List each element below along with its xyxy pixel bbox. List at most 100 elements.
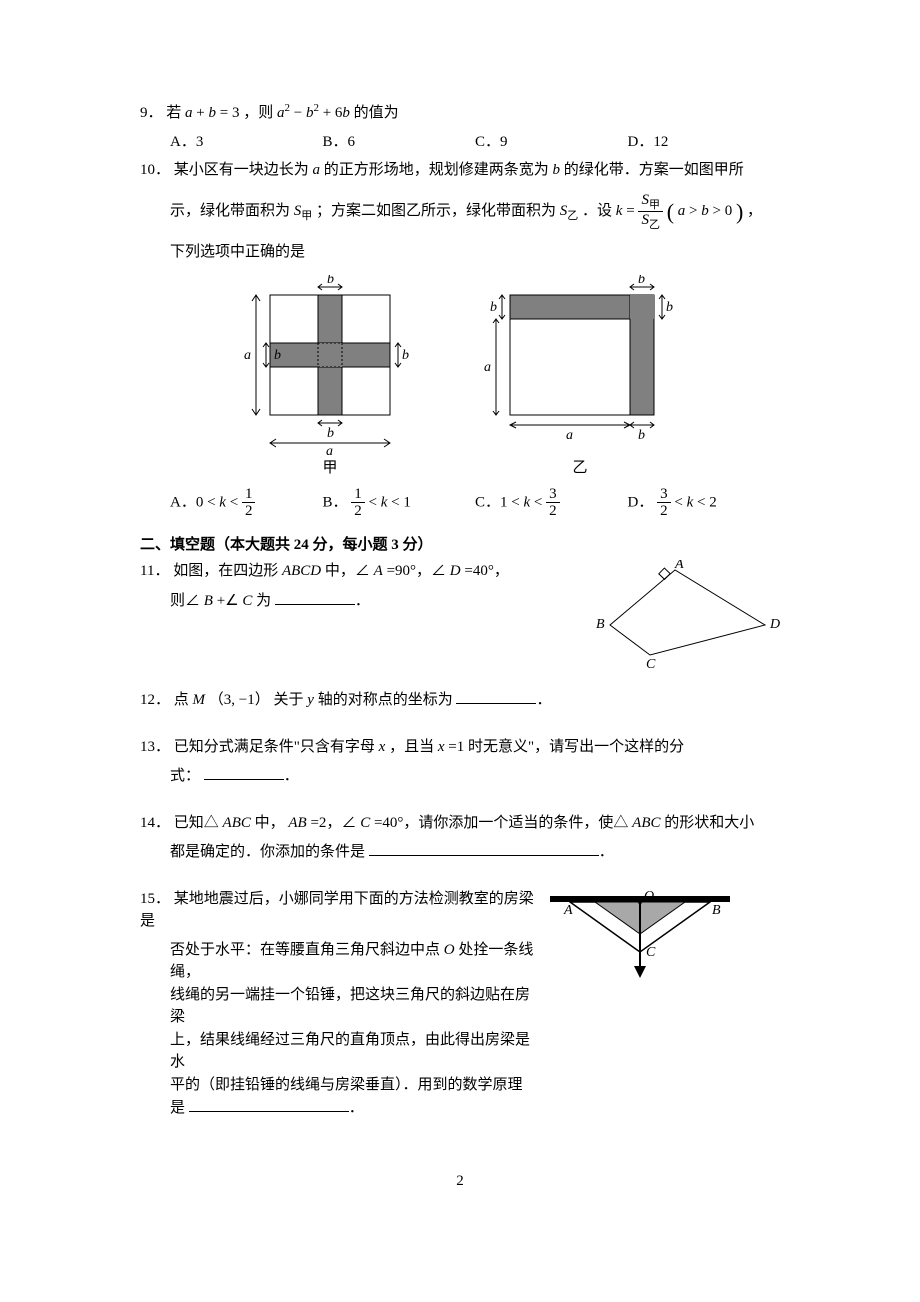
q14-l1a: 已知△ bbox=[174, 815, 219, 831]
q12-M: M bbox=[193, 692, 206, 708]
q10B-post: < 1 bbox=[391, 494, 411, 510]
q15-l4: 上，结果线绳经过三角尺的直角顶点，由此得出房梁是水 bbox=[170, 1029, 540, 1074]
q11-C: C bbox=[242, 593, 252, 609]
q14-num: 14． bbox=[140, 815, 170, 831]
fig-yi-a-bot: a bbox=[566, 428, 573, 443]
q10A-k: k bbox=[219, 494, 226, 510]
q11-l2a: 则∠ bbox=[170, 593, 200, 609]
q12-c: 轴的对称点的坐标为 bbox=[318, 692, 453, 708]
q14-l1e: 的形状和大小 bbox=[664, 815, 754, 831]
q10-jia: 甲 bbox=[301, 210, 312, 222]
q15: 15． 某地地震过后，小娜同学用下面的方法检测教室的房梁是 否处于水平：在等腰直… bbox=[140, 888, 780, 1120]
q10-options: A．0 < k < 12 B． 12 < k < 1 C．1 < k < 32 … bbox=[170, 486, 780, 520]
q12-a: 点 bbox=[174, 692, 193, 708]
q10-l2b: ；方案二如图乙所示，绿化带面积为 bbox=[316, 203, 560, 219]
q9-options: A．3 B．6 C．9 D．12 bbox=[170, 131, 780, 154]
q11-figB: B bbox=[596, 617, 605, 632]
fig-jia-b-right: b bbox=[402, 348, 409, 363]
fig-yi-b-bot: b bbox=[638, 428, 645, 443]
q10-fd: S bbox=[641, 212, 649, 228]
q13-blank bbox=[204, 764, 284, 780]
q11-abcd: ABCD bbox=[282, 563, 321, 579]
q9-optB: B．6 bbox=[323, 131, 476, 154]
q9: 9． 若 a + b = 3 ，则 a2 − b2 + 6b 的值为 bbox=[140, 100, 780, 125]
fig-yi-a-left: a bbox=[484, 360, 491, 375]
q10-fig-jia: a b b b b bbox=[240, 275, 420, 480]
q15-num: 15． bbox=[140, 891, 170, 907]
q10-line2: 示，绿化带面积为 S甲 ；方案二如图乙所示，绿化带面积为 S乙 ．设 k = S… bbox=[170, 192, 780, 231]
q15-figB: B bbox=[712, 903, 721, 918]
q13-line2: 式： ． bbox=[170, 764, 780, 788]
section2-title: 二、填空题（本大题共 24 分，每小题 3 分） bbox=[140, 534, 780, 557]
q10D-mid: < bbox=[674, 494, 686, 510]
q10-l1a: 某小区有一块边长为 bbox=[174, 162, 313, 178]
q14-ABC2: ABC bbox=[632, 815, 660, 831]
q10-lparen: ( bbox=[667, 199, 674, 224]
q10-k: k bbox=[616, 203, 623, 219]
q13-l1c: =1 时无意义"，请写出一个这样的分 bbox=[448, 739, 684, 755]
q14-l1d: =40°，请你添加一个适当的条件，使△ bbox=[374, 815, 628, 831]
q9-b: b bbox=[209, 105, 217, 121]
q10C-lt: < bbox=[534, 494, 546, 510]
q15-l6: 是 bbox=[170, 1100, 185, 1116]
q10: 10． 某小区有一块边长为 a 的正方形场地，规划修建两条宽为 b 的绿化带．方… bbox=[140, 159, 780, 182]
q10C-k: k bbox=[523, 494, 530, 510]
q9-optA: A．3 bbox=[170, 131, 323, 154]
q10-optB: B． 12 < k < 1 bbox=[323, 486, 476, 520]
q10C-fd: 2 bbox=[546, 503, 560, 520]
q14-l2: 都是确定的．你添加的条件是 bbox=[170, 844, 365, 860]
fig-yi-b-right: b bbox=[666, 300, 673, 315]
q10B-fn: 1 bbox=[351, 486, 365, 504]
q10-svg-jia: a b b b b bbox=[240, 275, 420, 455]
q11-A: A bbox=[374, 563, 383, 579]
q15-fig: A O B C bbox=[540, 888, 740, 988]
q10A-fd: 2 bbox=[242, 503, 256, 520]
q10-optA: A．0 < k < 12 bbox=[170, 486, 323, 520]
page-number: 2 bbox=[140, 1170, 780, 1193]
q10-rparen: ) bbox=[736, 199, 743, 224]
q11-figC: C bbox=[646, 657, 656, 670]
q15-l1: 某地地震过后，小娜同学用下面的方法检测教室的房梁是 bbox=[140, 891, 534, 930]
q9-minus: − bbox=[294, 105, 306, 121]
q11-l2b: 为 bbox=[256, 593, 271, 609]
q10-l2c: ．设 bbox=[582, 203, 616, 219]
q14-ABC: ABC bbox=[223, 815, 251, 831]
fig-jia-b-left: b bbox=[274, 348, 281, 363]
q15-figC: C bbox=[646, 945, 656, 960]
q11-l1a: 如图，在四边形 bbox=[173, 563, 282, 579]
q9-stem-post: 的值为 bbox=[354, 105, 399, 121]
q15-figO: O bbox=[644, 889, 654, 904]
q14-blank bbox=[369, 840, 599, 856]
q12-b: 关于 bbox=[274, 692, 308, 708]
q14-line2: 都是确定的．你添加的条件是 ． bbox=[170, 840, 780, 864]
q10-frac: S甲 S乙 bbox=[638, 192, 663, 231]
q12-y: y bbox=[307, 692, 314, 708]
q10-yi: 乙 bbox=[567, 210, 578, 222]
q10C-fn: 3 bbox=[546, 486, 560, 504]
q13-x2: x bbox=[438, 739, 445, 755]
q9-p6b: + 6 bbox=[323, 105, 343, 121]
q10D-pre: D． bbox=[628, 494, 654, 510]
q10-cap-jia: 甲 bbox=[240, 457, 420, 480]
q11-plus: +∠ bbox=[217, 593, 239, 609]
q9-sup1: 2 bbox=[284, 102, 290, 114]
q14-AB: AB bbox=[288, 815, 306, 831]
q10-figs: a b b b b bbox=[140, 275, 780, 480]
q11-B: B bbox=[204, 593, 213, 609]
q14-C: C bbox=[360, 815, 370, 831]
q10-line3: 下列选项中正确的是 bbox=[170, 241, 780, 264]
q11-blank bbox=[275, 589, 355, 605]
q10-comma: ， bbox=[747, 203, 762, 219]
q9-plus: + bbox=[196, 105, 208, 121]
q15-blank bbox=[189, 1096, 349, 1112]
q10-l2a: 示，绿化带面积为 bbox=[170, 203, 294, 219]
q12-num: 12． bbox=[140, 692, 170, 708]
q10D-fn: 3 bbox=[657, 486, 671, 504]
q10-l1b: 的正方形场地，规划修建两条宽为 bbox=[324, 162, 553, 178]
q10-eq: = bbox=[626, 203, 638, 219]
q10D-post: < 2 bbox=[697, 494, 717, 510]
q10A-lt: < bbox=[230, 494, 242, 510]
q10C-pre: C．1 < bbox=[475, 494, 523, 510]
q13-l1b: ，且当 bbox=[389, 739, 438, 755]
q10-a: a bbox=[313, 162, 321, 178]
